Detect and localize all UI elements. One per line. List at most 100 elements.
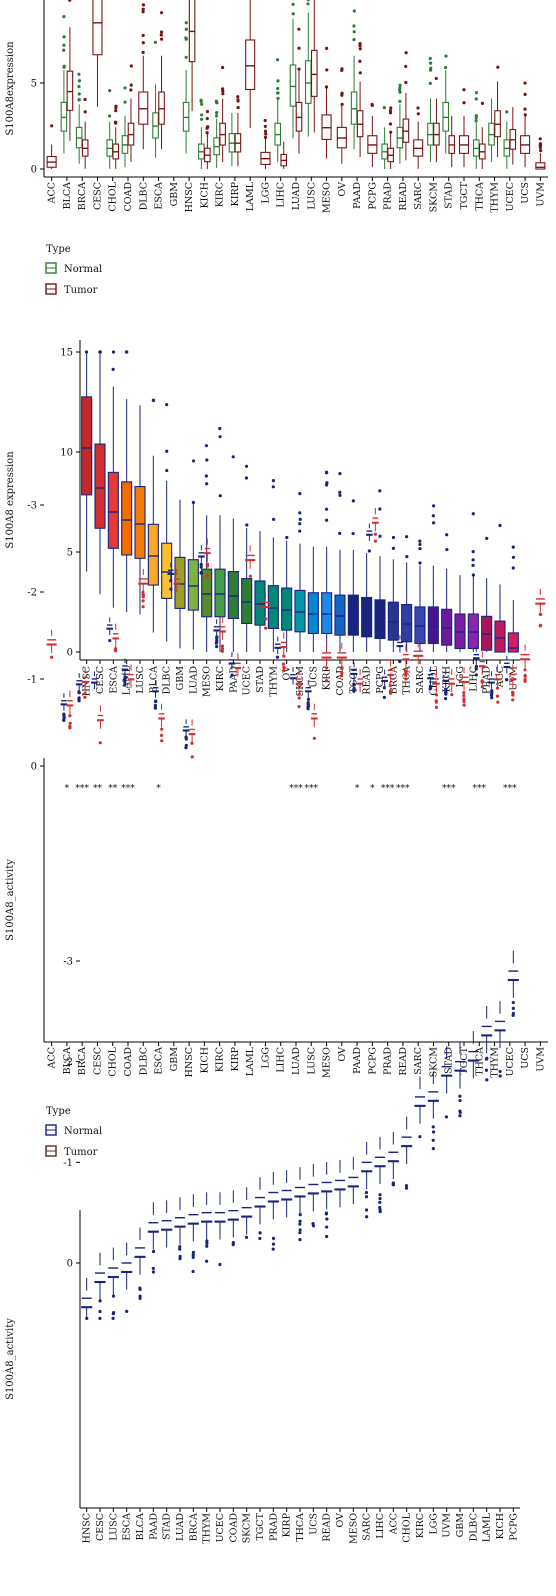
significance-label: *** [503, 784, 517, 794]
box [81, 680, 89, 683]
box [245, 559, 256, 562]
box-normal [91, 671, 98, 689]
significance-label: *** [473, 784, 487, 794]
outlier-point [364, 1190, 369, 1195]
outlier-point [358, 42, 362, 46]
outlier-point [404, 669, 408, 673]
outlier-point [111, 1294, 116, 1298]
box [81, 350, 93, 572]
x-tick-label: THYM [490, 182, 501, 213]
box-tumor [520, 81, 531, 168]
box [121, 668, 129, 671]
outlier-point [511, 1000, 515, 1005]
outlier-point [490, 689, 494, 693]
x-tick-label: LUSC [135, 666, 146, 694]
x-tick-label: PAAD [352, 1047, 363, 1074]
outlier-point [159, 37, 164, 41]
x-tick-label: ACC [495, 666, 506, 688]
outlier-point [271, 1247, 275, 1251]
box [152, 690, 159, 693]
box [347, 594, 359, 636]
x-tick-label: PRAD [383, 1047, 394, 1075]
outlier-point [352, 38, 356, 42]
outlier-point [471, 563, 475, 567]
box-tumor [310, 0, 318, 133]
outlier-point [159, 33, 163, 37]
box-tumor [260, 592, 271, 630]
box [374, 1136, 386, 1214]
outlier-point [297, 692, 301, 696]
box [507, 545, 519, 653]
outlier-point [324, 679, 329, 683]
outlier-point [62, 718, 66, 723]
outlier-point [191, 500, 195, 505]
outlier-point [325, 68, 329, 72]
outlier-point [199, 98, 203, 102]
box [147, 523, 159, 586]
box [281, 587, 293, 631]
outlier-point [231, 455, 235, 459]
box [187, 1194, 199, 1274]
outlier-point [205, 482, 209, 486]
x-tick-label: THYM [202, 1513, 213, 1544]
outlier-point [351, 531, 355, 536]
outlier-point [123, 682, 127, 687]
outlier-point [77, 72, 81, 76]
outlier-point [199, 565, 203, 569]
outlier-point [364, 1195, 369, 1199]
box-tumor [127, 664, 135, 688]
outlier-point [83, 110, 87, 114]
box-tumor [158, 703, 165, 743]
outlier-point [523, 679, 527, 683]
box [427, 1071, 439, 1151]
box [106, 627, 114, 630]
outlier-point [204, 474, 208, 478]
outlier-point [352, 9, 356, 13]
significance-label: *** [396, 784, 410, 794]
outlier-point [398, 99, 402, 103]
y-tick-label: 5 [67, 548, 73, 559]
outlier-point [220, 647, 225, 651]
x-tick-label: DLBC [138, 182, 149, 210]
x-tick-label: UVM [535, 182, 546, 207]
outlier-point [325, 1217, 329, 1221]
significance-label: * [370, 784, 375, 794]
y-tick-label: 15 [60, 348, 73, 359]
x-tick-label: UCS [308, 1513, 319, 1535]
x-tick-label: UVM [508, 666, 519, 691]
legend-title: Type [46, 1106, 71, 1117]
x-tick-label: STAD [255, 666, 266, 693]
outlier-point [108, 89, 112, 93]
outlier-point [444, 54, 448, 58]
x-tick-label: COAD [228, 1513, 239, 1543]
box [219, 630, 226, 633]
outlier-point [498, 523, 502, 528]
x-tick-label: UCS [520, 182, 531, 204]
x-tick-label: COAD [123, 182, 134, 212]
outlier-point [62, 35, 66, 39]
outlier-point [404, 64, 408, 69]
outlier-point [434, 693, 439, 697]
box [147, 1230, 159, 1233]
outlier-point [511, 691, 515, 695]
outlier-point [282, 666, 286, 670]
box [494, 678, 501, 681]
x-tick-label: TGCT [255, 1512, 266, 1540]
outlier-point [276, 86, 280, 91]
significance-label: *** [75, 784, 89, 794]
box-normal [472, 647, 480, 677]
outlier-point [297, 67, 301, 71]
outlier-point [169, 579, 173, 583]
x-tick-label: CHOL [428, 665, 439, 695]
box [387, 1160, 399, 1163]
box [174, 1197, 186, 1261]
box [458, 680, 470, 683]
box [347, 1156, 359, 1205]
outlier-point [165, 449, 169, 453]
x-tick-label: KICH [495, 1513, 506, 1539]
box-normal [75, 72, 83, 164]
x-tick-label: THCA [474, 1047, 485, 1076]
outlier-point [141, 599, 145, 603]
outlier-point [62, 43, 66, 47]
box [127, 678, 135, 681]
